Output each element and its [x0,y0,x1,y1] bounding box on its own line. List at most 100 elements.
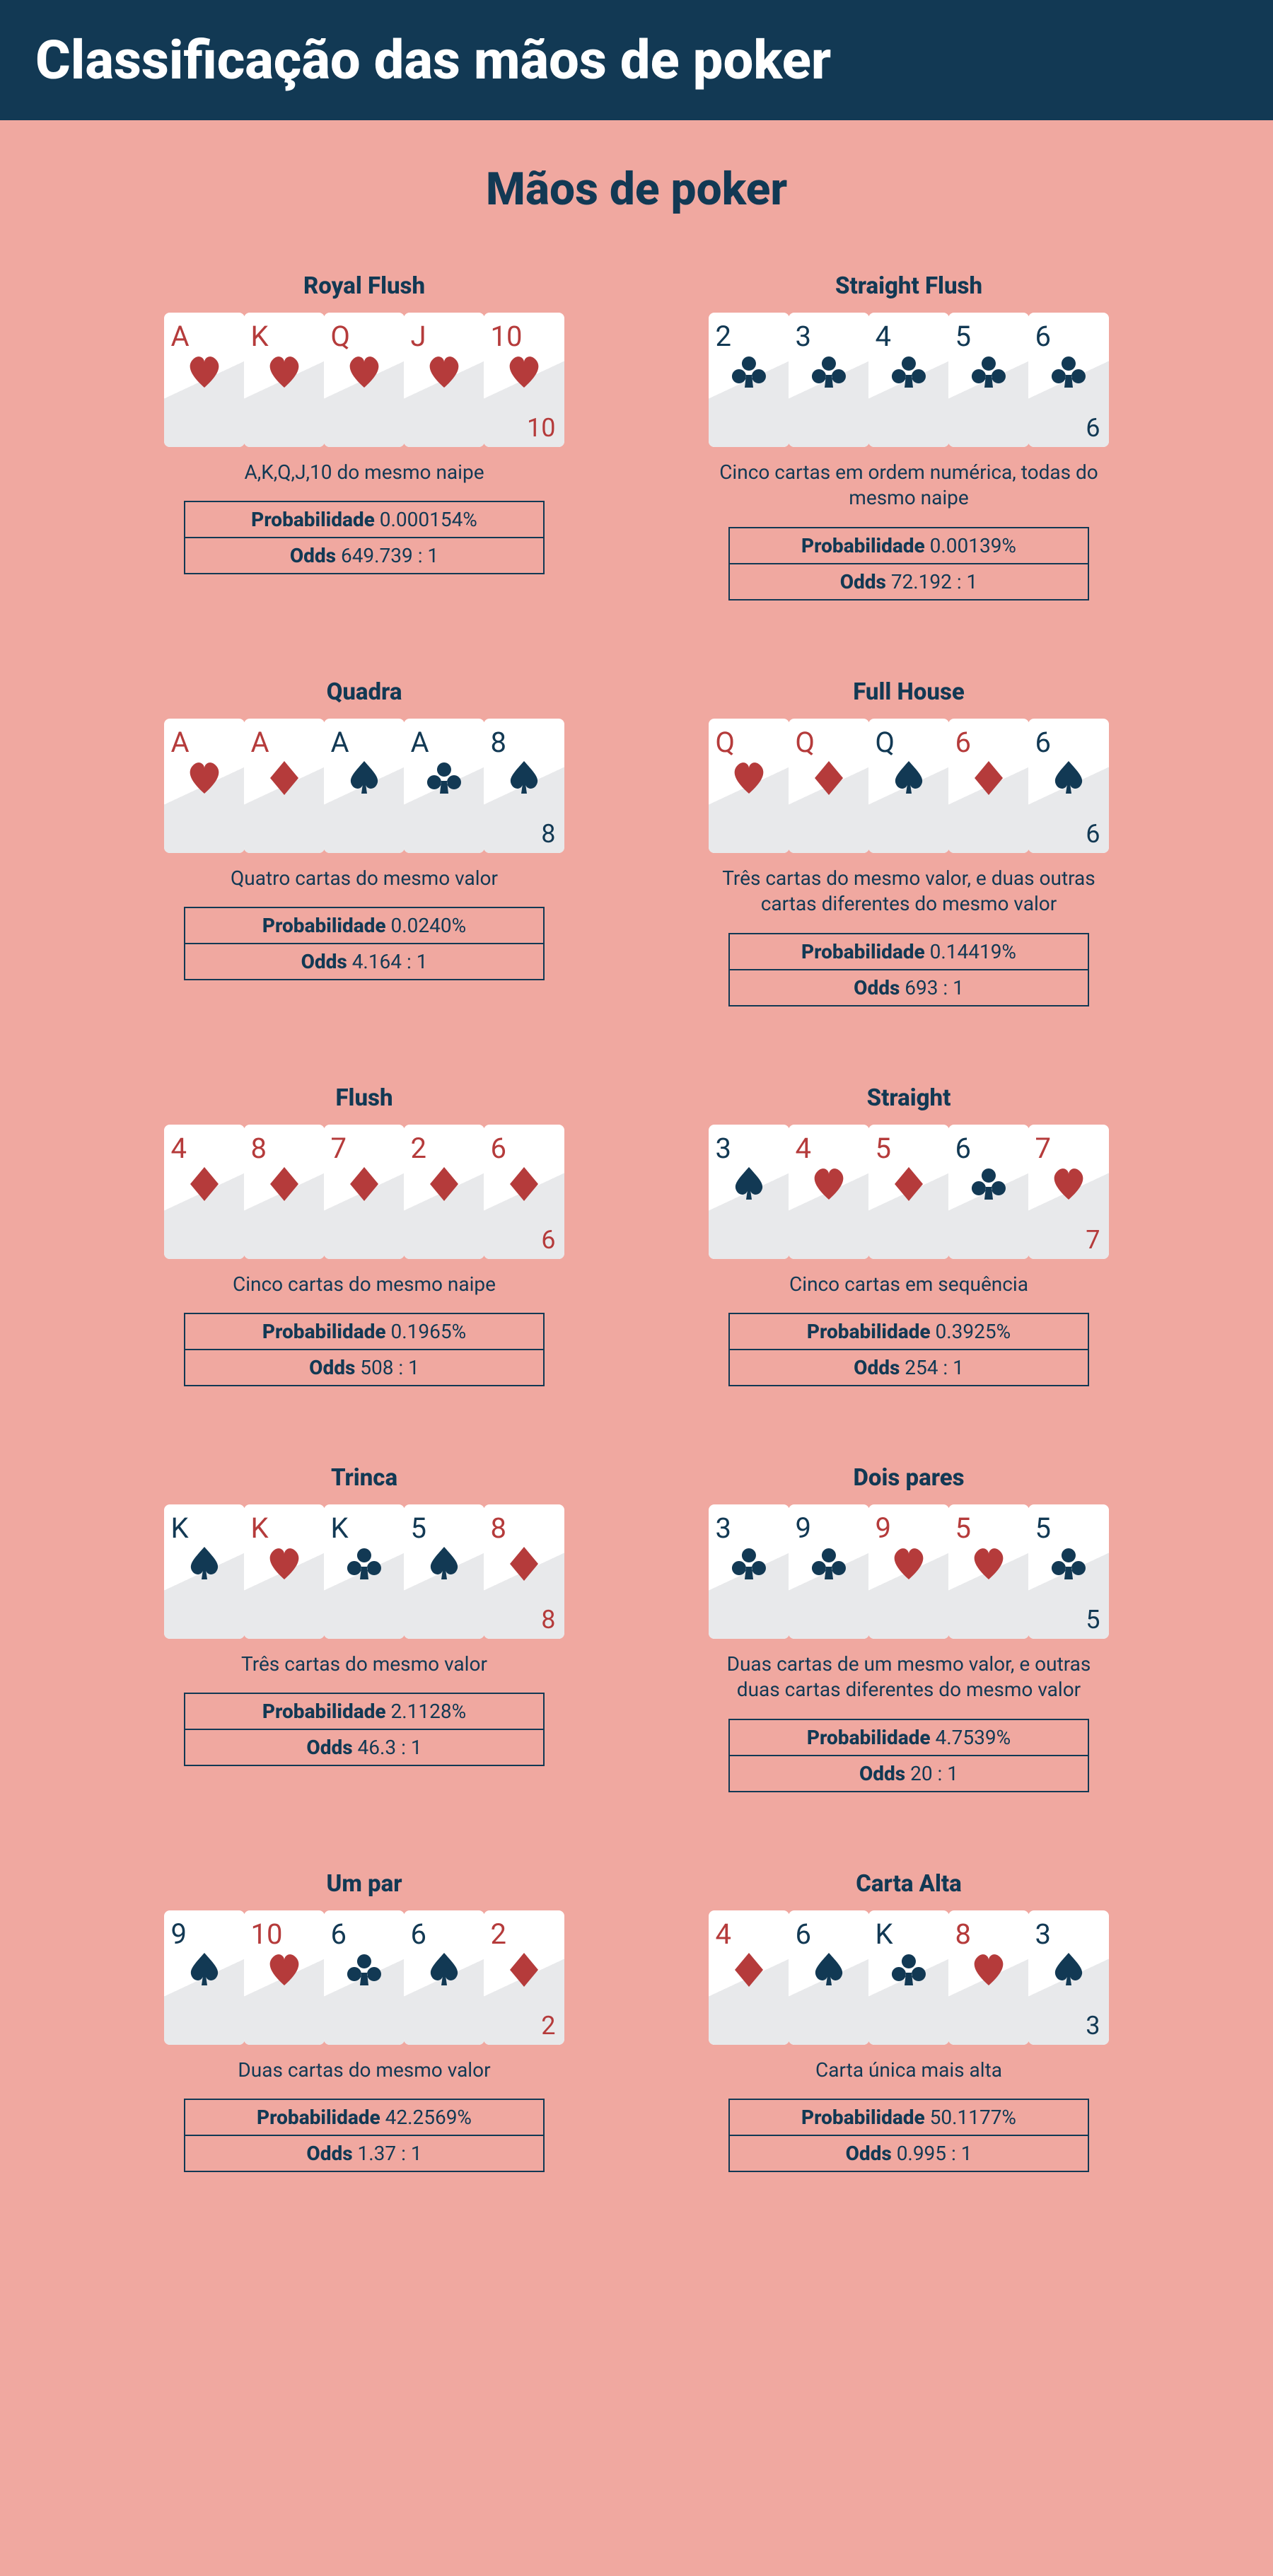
card-row: 3 9 9 5 5 5 [665,1504,1153,1639]
card-row: 9 10 6 6 2 2 [120,1910,608,2045]
playing-card: 5 [404,1504,484,1639]
hands-grid: Royal Flush A K Q J 10 10 A,K,Q,J,10 do … [0,272,1273,2278]
card-row: A A A A 8 8 [120,719,608,853]
card-suit-icon [506,354,542,390]
playing-card: A [404,719,484,853]
hand-title: Full House [665,678,1153,706]
card-suit-icon [346,354,383,390]
hand-description: Três cartas do mesmo valor, e duas outra… [704,866,1114,917]
hand-block: Straight 3 4 5 6 7 7 Cinco cartas em seq… [665,1084,1153,1386]
hand-block: Trinca K K K 5 8 8 Três cartas do mesmo … [120,1464,608,1792]
hand-block: Flush 4 8 7 2 6 6 Cinco cartas do mesmo … [120,1084,608,1386]
card-suit-icon [186,1545,223,1582]
hand-stats: Probabilidade 4.7539% Odds 20 : 1 [728,1719,1089,1792]
odds-row: Odds 4.164 : 1 [184,944,545,980]
card-suit-icon [970,1166,1007,1202]
odds-row: Odds 254 : 1 [728,1350,1089,1386]
card-rank: 9 [796,1512,811,1545]
card-rank: K [251,1512,269,1545]
playing-card: 2 2 [484,1910,564,2045]
card-suit-icon [1050,1951,1087,1988]
card-rank: 2 [491,1918,506,1951]
playing-card: 6 6 [484,1125,564,1259]
card-row: K K K 5 8 8 [120,1504,608,1639]
card-suit-icon [266,1166,303,1202]
playing-card: A [324,719,405,853]
card-row: 2 3 4 5 6 6 [665,313,1153,447]
card-suit-icon [186,760,223,796]
hand-title: Flush [120,1084,608,1112]
page-subtitle: Mãos de poker [0,163,1273,216]
odds-row: Odds 1.37 : 1 [184,2136,545,2172]
playing-card: 8 [244,1125,325,1259]
card-suit-icon [426,760,463,796]
hand-title: Carta Alta [665,1870,1153,1898]
card-suit-icon [186,354,223,390]
hand-description: Cinco cartas em sequência [704,1272,1114,1297]
card-suit-icon [266,354,303,390]
card-rank: 10 [251,1918,283,1951]
hand-stats: Probabilidade 0.1965% Odds 508 : 1 [184,1313,545,1386]
hand-block: Royal Flush A K Q J 10 10 A,K,Q,J,10 do … [120,272,608,601]
playing-card: 6 [948,719,1029,853]
card-bottom-rank: 6 [1086,819,1100,849]
hand-description: Três cartas do mesmo valor [159,1652,569,1677]
card-suit-icon [731,1951,767,1988]
hand-title: Royal Flush [120,272,608,300]
card-rank: 3 [1035,1918,1051,1951]
hand-title: Straight [665,1084,1153,1112]
playing-card: A [164,313,245,447]
card-suit-icon [346,1545,383,1582]
playing-card: 6 [404,1910,484,2045]
card-suit-icon [426,1951,463,1988]
card-suit-icon [1050,354,1087,390]
card-rank: Q [796,726,815,759]
playing-card: 5 [868,1125,949,1259]
card-rank: J [411,320,426,353]
playing-card: 4 [868,313,949,447]
card-rank: A [331,726,349,759]
card-rank: 7 [331,1132,347,1165]
card-rank: 5 [411,1512,426,1545]
card-rank: 2 [716,320,731,353]
card-suit-icon [506,1545,542,1582]
hand-stats: Probabilidade 50.1177% Odds 0.995 : 1 [728,2099,1089,2172]
playing-card: 10 10 [484,313,564,447]
playing-card: 6 [324,1910,405,2045]
card-rank: 4 [171,1132,187,1165]
playing-card: 8 [948,1910,1029,2045]
playing-card: Q [789,719,869,853]
card-suit-icon [506,1951,542,1988]
probability-row: Probabilidade 0.0240% [184,907,545,944]
playing-card: 5 5 [1028,1504,1109,1639]
hand-description: Quatro cartas do mesmo valor [159,866,569,891]
playing-card: 3 3 [1028,1910,1109,2045]
card-suit-icon [506,760,542,796]
card-suit-icon [1050,1166,1087,1202]
card-suit-icon [266,760,303,796]
probability-row: Probabilidade 0.000154% [184,501,545,538]
playing-card: 9 [164,1910,245,2045]
hand-stats: Probabilidade 0.3925% Odds 254 : 1 [728,1313,1089,1386]
card-suit-icon [186,1166,223,1202]
card-row: 4 6 K 8 3 3 [665,1910,1153,2045]
card-suit-icon [346,760,383,796]
card-suit-icon [970,354,1007,390]
card-bottom-rank: 7 [1086,1225,1100,1255]
card-suit-icon [890,1951,927,1988]
card-bottom-rank: 8 [541,819,555,849]
card-row: A K Q J 10 10 [120,313,608,447]
probability-row: Probabilidade 0.14419% [728,933,1089,970]
playing-card: 7 [324,1125,405,1259]
playing-card: 3 [709,1504,789,1639]
card-row: 3 4 5 6 7 7 [665,1125,1153,1259]
hand-title: Um par [120,1870,608,1898]
card-rank: 6 [955,726,971,759]
card-bottom-rank: 6 [541,1225,555,1255]
playing-card: 2 [709,313,789,447]
probability-row: Probabilidade 50.1177% [728,2099,1089,2136]
probability-row: Probabilidade 0.00139% [728,527,1089,564]
playing-card: Q [324,313,405,447]
playing-card: K [244,313,325,447]
odds-row: Odds 508 : 1 [184,1350,545,1386]
